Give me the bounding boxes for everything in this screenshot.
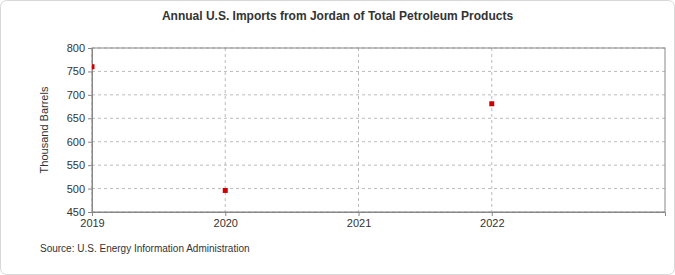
tick-label: 650 bbox=[67, 112, 85, 124]
tick-label: 700 bbox=[67, 89, 85, 101]
tick-label: 750 bbox=[67, 65, 85, 77]
tick-mark bbox=[92, 212, 93, 216]
grid bbox=[92, 48, 665, 212]
tick-mark bbox=[88, 71, 92, 72]
points bbox=[92, 64, 494, 193]
axis-line bbox=[93, 213, 666, 217]
tick-mark bbox=[88, 118, 92, 119]
tick-mark bbox=[88, 189, 92, 190]
tick-label: 500 bbox=[67, 183, 85, 195]
x-tick: 2021 bbox=[347, 212, 371, 229]
chart: 4505005506006507007508002019202020212022… bbox=[0, 0, 675, 275]
y-tick: 700 bbox=[67, 89, 92, 101]
tick-label: 2020 bbox=[214, 217, 238, 229]
grid-line bbox=[92, 71, 665, 72]
point bbox=[223, 188, 228, 193]
title: Annual U.S. Imports from Jordan of Total… bbox=[162, 9, 513, 23]
y-tick: 750 bbox=[67, 65, 92, 77]
point bbox=[92, 64, 95, 69]
tick-label: 550 bbox=[67, 159, 85, 171]
grid-line bbox=[225, 48, 226, 212]
axis-line bbox=[88, 49, 93, 213]
y-tick: 650 bbox=[67, 112, 92, 124]
y-tick: 550 bbox=[67, 159, 92, 171]
x-tick: 2022 bbox=[480, 212, 504, 229]
y-axis-title: Thousand Barrels bbox=[38, 86, 50, 173]
x-axis: 2019 2020 2021 2022 bbox=[80, 212, 665, 229]
tick-mark bbox=[225, 212, 226, 216]
tick-mark bbox=[88, 165, 92, 166]
tick-mark bbox=[88, 48, 92, 49]
tick-label: 800 bbox=[67, 42, 85, 54]
grid-line bbox=[92, 141, 665, 142]
plot-frame bbox=[92, 48, 665, 212]
y-tick: 500 bbox=[67, 183, 92, 195]
y-axis: 450500550600650700750800 bbox=[67, 42, 93, 218]
x-tick: 2020 bbox=[214, 212, 238, 229]
tick-label: 2019 bbox=[80, 217, 104, 229]
background bbox=[1, 1, 675, 275]
grid-line bbox=[92, 118, 665, 119]
tick-label: 2022 bbox=[480, 217, 504, 229]
tick-label: 600 bbox=[67, 136, 85, 148]
plot: 4505005506006507007508002019202020212022 bbox=[67, 42, 666, 229]
y-tick: 600 bbox=[67, 136, 92, 148]
tick-mark bbox=[88, 95, 92, 96]
tick-mark bbox=[359, 212, 360, 216]
y-tick: 800 bbox=[67, 42, 92, 54]
source: Source: U.S. Energy Information Administ… bbox=[40, 243, 250, 254]
tick-label: 2021 bbox=[347, 217, 371, 229]
grid-line bbox=[92, 188, 665, 189]
tick-mark bbox=[88, 142, 92, 143]
grid-line bbox=[491, 48, 492, 212]
grid-line bbox=[92, 94, 665, 95]
tick-mark bbox=[492, 212, 493, 216]
grid-line bbox=[92, 165, 665, 166]
point bbox=[489, 101, 494, 106]
tick-mark bbox=[88, 212, 92, 213]
grid-line bbox=[358, 48, 359, 212]
x-tick: 2019 bbox=[80, 212, 104, 229]
